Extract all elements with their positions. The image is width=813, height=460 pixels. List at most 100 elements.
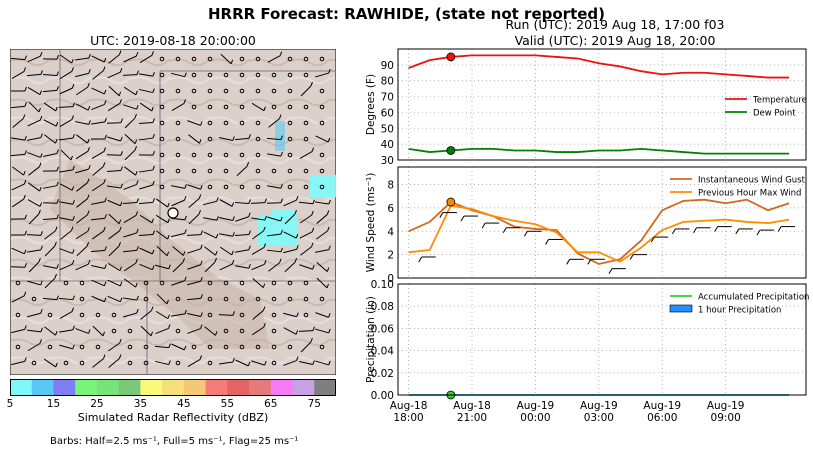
barb-shaft [124, 166, 136, 176]
barb-feather [119, 99, 122, 104]
barb-shaft [187, 264, 201, 270]
x-tick-label: Aug-19 [707, 400, 745, 412]
barb-feather [328, 245, 331, 250]
barb-feather [135, 90, 138, 95]
barb-shaft [314, 201, 330, 205]
barb-shaft [59, 263, 73, 271]
calm-circle [255, 296, 261, 302]
barb-feather [118, 50, 122, 55]
barb-shaft [155, 214, 169, 224]
barb-feather [23, 179, 27, 185]
calm-circle [255, 88, 261, 94]
calm-circle [79, 344, 85, 350]
barb-shaft [186, 234, 202, 236]
y-axis-label: Wind Speed (ms⁻¹) [365, 173, 377, 273]
barb-feather [88, 164, 91, 170]
calm-circle [15, 344, 21, 350]
barb-shaft [251, 326, 265, 336]
barb-feather [310, 81, 313, 87]
calm-circle [271, 104, 277, 110]
calm-circle [223, 184, 229, 190]
barb-shaft [42, 73, 58, 77]
barb-feather [23, 249, 27, 254]
wind-barbs [10, 50, 331, 368]
calm-circle [175, 168, 181, 174]
barb-shaft [91, 295, 105, 303]
calm-circle [207, 56, 213, 62]
wind-barb [693, 227, 697, 234]
calm-circle [319, 56, 325, 62]
barb-feather [39, 202, 43, 207]
calm-circle [303, 184, 309, 190]
calm-circle [319, 120, 325, 126]
barb-feather [200, 277, 203, 282]
station-marker [167, 207, 179, 219]
calm-circle [239, 280, 245, 286]
barb-feather [56, 86, 59, 91]
barb-feather [296, 356, 299, 361]
barb-feather [118, 219, 122, 224]
barb-shaft [235, 216, 249, 222]
barb-shaft [123, 215, 137, 223]
barb-shaft [44, 230, 56, 240]
calm-circle [271, 280, 277, 286]
barb-feather [103, 297, 107, 302]
barb-shaft [204, 246, 216, 256]
barb-feather [71, 307, 75, 312]
barb-shaft [315, 328, 329, 334]
barb-feather [151, 106, 154, 112]
barb-feather [326, 267, 330, 272]
barb-shaft [58, 297, 74, 301]
barb-shaft [75, 72, 89, 78]
barb-shaft [235, 359, 249, 367]
barb-feather [72, 325, 75, 331]
plot-area [398, 284, 806, 395]
barb-feather [150, 331, 154, 337]
y-axis-label: Degrees (F) [365, 74, 377, 135]
y-tick-label: 40 [381, 139, 394, 151]
barb-feather [248, 212, 251, 217]
calm-circle [79, 312, 85, 318]
barb-feather [72, 344, 75, 350]
barb-shaft [76, 198, 88, 208]
barb-feather [312, 199, 315, 204]
calm-circle [271, 360, 277, 366]
barb-shaft [283, 231, 297, 239]
barb-feather [56, 149, 59, 154]
barb-feather [23, 194, 26, 200]
colorbar-swatch [270, 379, 294, 396]
barb-shaft [171, 103, 185, 111]
calm-circle [31, 296, 37, 302]
run-time-label: Run (UTC): 2019 Aug 18, 17:00 f03 [505, 17, 725, 32]
barb-shaft [59, 217, 73, 221]
colorbar-swatch [75, 379, 98, 396]
barb-shaft [59, 54, 73, 64]
barb-feather [120, 166, 123, 171]
barb-shaft [298, 330, 314, 332]
barb-feather [200, 230, 203, 235]
barb-feather [120, 118, 123, 123]
barb-shaft [315, 249, 329, 253]
wind-barb [735, 228, 740, 235]
barb-feather [248, 264, 251, 269]
barb-feather [231, 259, 235, 265]
legend-swatch [669, 304, 693, 313]
calm-circle [255, 56, 261, 62]
barb-feather [232, 311, 235, 316]
barb-shaft [12, 118, 24, 128]
calm-circle [159, 56, 165, 62]
barb-shaft [284, 213, 296, 225]
calm-circle [271, 344, 277, 350]
y-tick-label: 0 [387, 273, 394, 285]
barb-feather [246, 162, 250, 167]
barb-feather [56, 166, 59, 172]
calm-circle [223, 280, 229, 286]
barb-feather [183, 345, 187, 351]
barb-shaft [154, 345, 170, 349]
barb-feather [136, 105, 139, 110]
barb-shaft [203, 231, 217, 239]
barb-feather [263, 106, 266, 111]
barb-shaft [298, 201, 314, 205]
barb-shaft [139, 88, 153, 94]
y-tick-label: 0.10 [371, 279, 394, 291]
